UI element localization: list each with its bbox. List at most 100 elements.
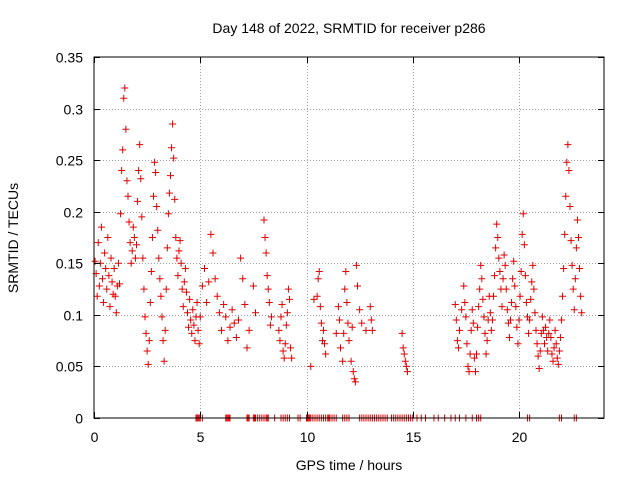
data-point	[99, 275, 106, 283]
data-point	[352, 261, 360, 269]
data-point	[111, 292, 119, 300]
data-point	[498, 303, 506, 311]
data-point	[276, 337, 284, 345]
data-point	[507, 316, 514, 324]
data-point	[249, 282, 257, 290]
data-point	[563, 158, 571, 166]
data-point	[104, 234, 112, 241]
data-point	[480, 313, 488, 321]
data-point	[103, 285, 111, 293]
data-point	[339, 357, 347, 365]
data-point	[560, 264, 568, 272]
data-point	[95, 282, 103, 290]
data-point	[316, 303, 324, 311]
data-point	[461, 298, 469, 306]
data-point	[175, 247, 183, 255]
data-point	[243, 344, 251, 352]
data-point	[220, 301, 228, 309]
data-point	[129, 223, 137, 231]
data-point	[350, 375, 358, 383]
data-point	[106, 303, 114, 311]
data-point	[514, 340, 522, 348]
data-point	[169, 120, 177, 128]
data-point	[526, 316, 534, 324]
data-point	[224, 337, 232, 345]
data-point	[161, 326, 169, 334]
data-point	[114, 259, 122, 267]
data-point	[94, 239, 102, 247]
data-point	[399, 344, 407, 352]
y-tick-label: 0.2	[64, 205, 84, 221]
data-point	[185, 323, 193, 331]
y-tick-label: 0.3	[64, 102, 84, 118]
data-point	[474, 323, 482, 331]
data-point	[334, 303, 342, 311]
data-point	[542, 323, 550, 331]
data-point	[124, 192, 132, 200]
data-point	[288, 354, 296, 362]
data-point	[211, 275, 219, 283]
data-point	[213, 292, 221, 300]
data-point	[532, 326, 540, 334]
data-point	[235, 316, 242, 324]
data-point	[400, 350, 408, 358]
data-point	[188, 329, 196, 337]
data-point	[137, 175, 145, 183]
data-point	[465, 368, 473, 376]
data-point	[283, 309, 291, 317]
x-tick-label: 5	[197, 429, 205, 445]
data-point	[548, 350, 556, 358]
data-point	[534, 352, 542, 360]
data-point	[558, 316, 565, 324]
data-point	[519, 210, 527, 218]
data-point	[171, 195, 179, 203]
data-point	[260, 216, 268, 224]
data-point	[571, 275, 579, 283]
data-point	[172, 234, 180, 241]
data-point	[167, 172, 174, 180]
data-point	[118, 166, 126, 174]
data-point	[173, 254, 181, 262]
data-point	[168, 144, 176, 152]
data-point	[552, 340, 560, 348]
x-axis-label: GPS time / hours	[296, 457, 403, 473]
x-tick-label: 20	[512, 429, 528, 445]
data-point	[538, 313, 546, 321]
data-point	[541, 340, 548, 348]
data-point	[138, 213, 146, 221]
data-point	[153, 203, 161, 211]
data-point	[97, 223, 105, 231]
data-point	[531, 309, 539, 317]
data-point	[181, 264, 189, 272]
data-point	[545, 329, 553, 337]
data-point	[479, 295, 487, 303]
data-point	[232, 334, 240, 342]
data-point	[151, 158, 159, 166]
data-point	[508, 298, 516, 306]
data-point	[555, 347, 563, 355]
data-point	[194, 326, 202, 334]
data-point	[366, 303, 374, 311]
y-tick-label: 0.05	[56, 359, 83, 375]
data-point	[170, 154, 178, 162]
data-point	[554, 360, 562, 368]
data-point	[101, 249, 109, 257]
data-point	[452, 316, 460, 324]
data-point	[320, 326, 327, 334]
data-point	[547, 334, 555, 342]
y-tick-label: 0.15	[56, 256, 83, 272]
data-point	[530, 285, 538, 293]
data-point	[496, 268, 504, 276]
data-point	[403, 368, 411, 376]
data-point	[264, 285, 272, 293]
data-point	[198, 282, 206, 290]
data-point	[362, 326, 370, 334]
data-point	[343, 298, 351, 306]
data-point	[207, 230, 215, 238]
data-point	[187, 316, 195, 324]
data-point	[180, 278, 188, 286]
data-point	[265, 298, 273, 306]
data-point	[458, 306, 466, 314]
data-point	[460, 282, 468, 290]
data-point	[527, 295, 535, 303]
